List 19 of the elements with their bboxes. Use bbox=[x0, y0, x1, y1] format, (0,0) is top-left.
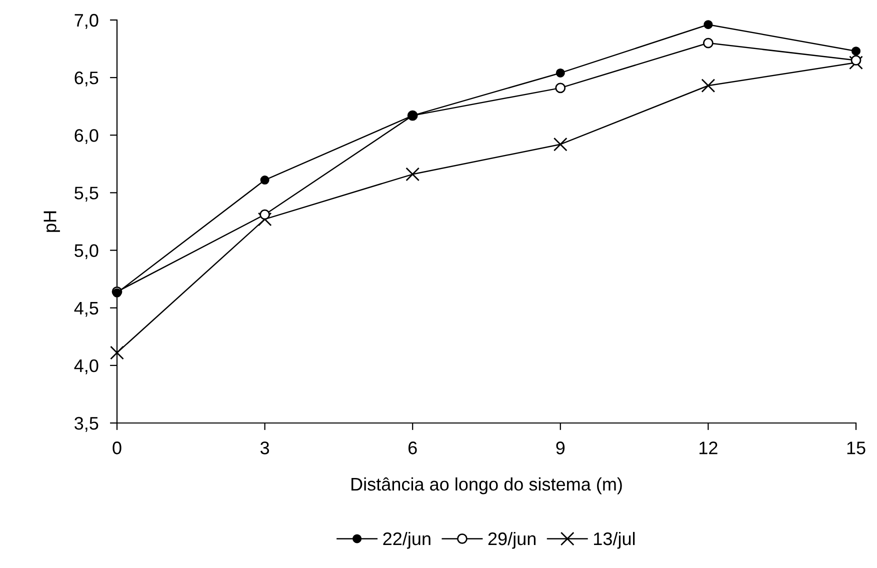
y-tick-label: 5,5 bbox=[74, 186, 98, 202]
x-tick-label: 9 bbox=[556, 442, 565, 454]
x-tick-label: 3 bbox=[260, 442, 270, 454]
y-tick-label: 3,5 bbox=[74, 416, 98, 432]
y-axis-title: pH bbox=[44, 211, 60, 232]
y-tick-label: 4,5 bbox=[74, 302, 98, 317]
y-tick-label: 6,5 bbox=[74, 72, 98, 86]
legend-label: 29/jun bbox=[488, 532, 536, 549]
y-tick-label: 5,0 bbox=[74, 244, 98, 260]
x-axis-title: Distância ao longo do sistema (m) bbox=[352, 477, 622, 494]
y-tick-label: 4,0 bbox=[74, 359, 98, 374]
y-tick-label: 7,0 bbox=[74, 14, 98, 29]
legend-label: 22/jun bbox=[383, 532, 430, 549]
x-tick-label: 15 bbox=[847, 442, 866, 454]
x-tick-label: 12 bbox=[700, 442, 718, 454]
legend-label: 13/jul bbox=[594, 532, 635, 549]
y-tick-label: 6,0 bbox=[74, 129, 98, 144]
x-tick-label: 6 bbox=[408, 442, 417, 454]
x-tick-label: 0 bbox=[112, 442, 122, 454]
